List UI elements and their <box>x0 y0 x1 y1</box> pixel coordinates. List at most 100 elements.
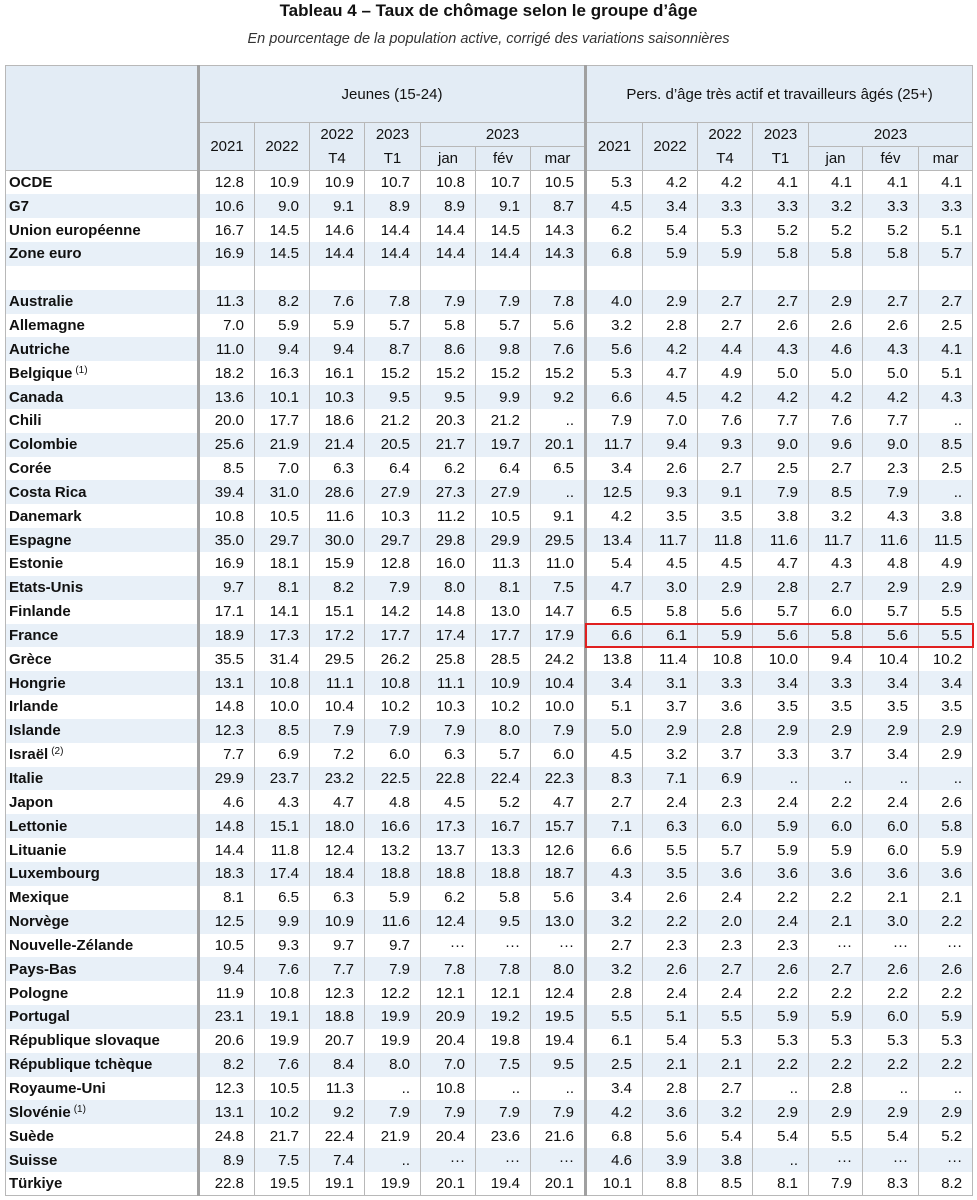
value-cell: 5.2 <box>475 790 531 815</box>
value-cell: 4.8 <box>862 552 919 576</box>
row-label: Etats-Unis <box>5 575 199 600</box>
value-cell: 10.4 <box>862 647 919 672</box>
value-cell: 13.0 <box>475 599 531 624</box>
value-cell: 9.4 <box>309 337 365 362</box>
table-row: G7 10.6 9.0 9.1 8.9 8.9 9.1 8.7 4.5 3.4 3.3 3.3 3.2 3… <box>5 194 974 219</box>
row-name: OCDE <box>9 174 53 192</box>
row-name: Costa Rica <box>9 483 87 501</box>
table-row: Colombie 25.6 21.9 21.4 20.5 21.7 19.7 20.1 11.7… <box>5 432 974 457</box>
value-cell: 2.9 <box>808 718 863 743</box>
value-cell: 8.2 <box>917 1171 974 1197</box>
table-row: France 18.9 17.3 17.2 17.7 17.4 17.7 17.9 6.6 6.1… <box>5 623 974 648</box>
table-row: Royaume-Uni 12.3 10.5 11.3.. 10.8.... 3.4 2.8 2… <box>5 1076 974 1101</box>
table-row: Etats-Unis 9.7 8.1 8.2 7.9 8.0 8.1 7.5 4.7 3.0 2.9… <box>5 575 974 600</box>
row-label: Slovénie (1) <box>5 1100 199 1125</box>
value-cell: 11.6 <box>309 504 365 529</box>
value-cell: 10.5 <box>530 170 586 195</box>
value-cell: 12.1 <box>420 981 476 1006</box>
value-cell: 5.9 <box>917 1005 974 1029</box>
value-cell: 3.2 <box>642 742 698 767</box>
value-cell: 4.2 <box>697 385 753 409</box>
row-name: Pologne <box>9 984 69 1002</box>
value-cell: ··· <box>808 1148 863 1172</box>
value-cell: 4.2 <box>642 337 698 362</box>
value-cell: 3.5 <box>808 695 863 719</box>
value-cell: 3.5 <box>642 504 698 529</box>
value-cell: 18.4 <box>309 861 365 886</box>
value-cell: 19.4 <box>475 1171 531 1197</box>
column-year: 2022 <box>642 122 698 171</box>
value-cell: 4.5 <box>584 194 643 219</box>
value-cell: 23.7 <box>254 766 310 791</box>
value-cell: 2.1 <box>697 1052 753 1077</box>
value-cell: 4.1 <box>917 170 974 195</box>
value-cell: 6.4 <box>475 456 531 481</box>
value-cell: 5.8 <box>475 885 531 910</box>
column-year: 2022 <box>697 122 753 147</box>
value-cell: 13.8 <box>584 647 643 672</box>
value-cell: 29.8 <box>420 528 476 552</box>
value-cell: 6.2 <box>420 885 476 910</box>
value-cell: 2.8 <box>642 313 698 338</box>
value-cell: 8.5 <box>197 456 255 481</box>
value-cell: 19.7 <box>475 432 531 457</box>
value-cell: 5.8 <box>420 313 476 338</box>
row-name: Allemagne <box>9 316 85 334</box>
row-name: Slovénie <box>9 1103 71 1121</box>
value-cell: 39.4 <box>197 480 255 505</box>
value-cell: 3.5 <box>917 695 974 719</box>
value-cell: .. <box>917 766 974 791</box>
value-cell: 13.2 <box>364 838 421 862</box>
value-cell: 5.6 <box>584 337 643 362</box>
value-cell: 5.8 <box>862 242 919 266</box>
value-cell: 2.4 <box>697 981 753 1006</box>
value-cell: 10.8 <box>254 671 310 696</box>
table-row: Australie 11.3 8.2 7.6 7.8 7.9 7.9 7.8 4.0 2.9 2.7… <box>5 289 974 314</box>
value-cell: 4.2 <box>642 170 698 195</box>
value-cell: ··· <box>420 1148 476 1172</box>
value-cell: 2.5 <box>752 456 809 481</box>
value-cell: 15.2 <box>530 361 586 386</box>
value-cell: 2.4 <box>752 790 809 815</box>
value-cell: 6.5 <box>584 599 643 624</box>
value-cell: 5.3 <box>808 1028 863 1053</box>
table-row: Israël (2) 7.7 6.9 7.2 6.0 6.3 5.7 6.0 4.5 3.2 3.7 3… <box>5 742 974 767</box>
table-row: Lettonie 14.8 15.1 18.0 16.6 17.3 16.7 15.7 7.1 6… <box>5 814 974 839</box>
value-cell: 9.1 <box>309 194 365 219</box>
value-cell: 2.6 <box>862 313 919 338</box>
table-row: Japon 4.6 4.3 4.7 4.8 4.5 5.2 4.7 2.7 2.4 2.3 2.4 2.… <box>5 790 974 815</box>
value-cell: 14.3 <box>530 242 586 266</box>
value-cell: 21.9 <box>364 1124 421 1149</box>
value-cell: 2.5 <box>917 456 974 481</box>
value-cell: 7.6 <box>530 337 586 362</box>
row-name: Etats-Unis <box>9 579 84 597</box>
value-cell: 10.1 <box>584 1171 643 1197</box>
value-cell: 20.1 <box>530 432 586 457</box>
value-cell: 4.1 <box>917 337 974 362</box>
value-cell: 2.9 <box>642 289 698 314</box>
value-cell: 14.3 <box>530 218 586 243</box>
row-label: Danemark <box>5 504 199 529</box>
value-cell: 24.8 <box>197 1124 255 1149</box>
value-cell: 9.4 <box>808 647 863 672</box>
row-name: Colombie <box>9 436 78 454</box>
header-row: T4 T1 jan fév mar T4 T1 jan fév mar <box>6 146 974 171</box>
value-cell: 9.1 <box>530 504 586 529</box>
value-cell: 8.5 <box>808 480 863 505</box>
value-cell: 6.9 <box>254 742 310 767</box>
row-name: G7 <box>9 197 30 215</box>
value-cell: 5.6 <box>530 313 586 338</box>
value-cell: 4.8 <box>364 790 421 815</box>
value-cell: 3.3 <box>697 671 753 696</box>
value-cell: 7.2 <box>309 742 365 767</box>
value-cell: 10.2 <box>917 647 974 672</box>
value-cell: 22.8 <box>420 766 476 791</box>
value-cell: 4.3 <box>862 337 919 362</box>
value-cell: 6.1 <box>642 623 698 648</box>
value-cell: 9.1 <box>697 480 753 505</box>
value-cell: 7.8 <box>420 957 476 982</box>
spacer-cell <box>584 265 643 290</box>
value-cell: 10.9 <box>309 909 365 934</box>
value-cell: 4.2 <box>808 385 863 409</box>
value-cell: 2.6 <box>808 313 863 338</box>
